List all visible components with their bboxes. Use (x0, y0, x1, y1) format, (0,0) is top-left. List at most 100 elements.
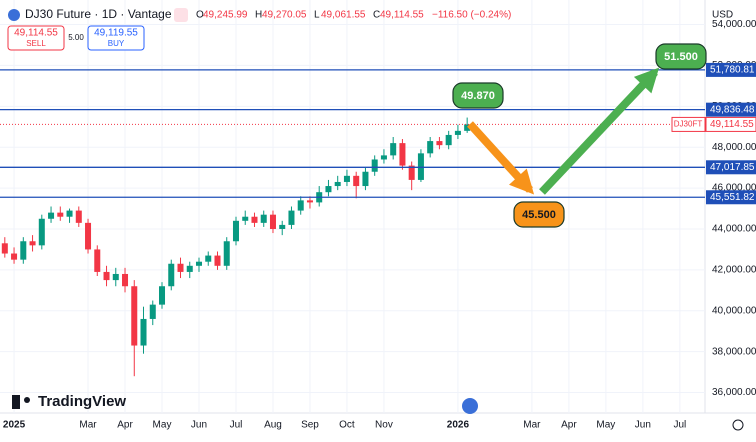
buy-price: 49,119.55 (94, 28, 138, 39)
candle-body (454, 130, 461, 135)
candle-body (417, 153, 424, 180)
x-tick-label: Jun (191, 420, 207, 431)
x-tick-label: Mar (523, 420, 541, 431)
candle-body (380, 155, 387, 160)
flag-icon (8, 9, 20, 21)
logo-mark (24, 397, 30, 403)
annotation-box (452, 82, 504, 109)
candle-body (334, 181, 341, 187)
candle-body (75, 210, 82, 223)
level-label: 49,836.48 (710, 104, 755, 115)
level-label: 45,551.82 (710, 192, 755, 203)
x-tick-label: Aug (264, 420, 282, 431)
forecast-arrow-head (633, 67, 660, 94)
candle-body (85, 222, 92, 250)
currency: USD (712, 10, 733, 21)
candle-body (205, 255, 212, 262)
last-price-label-bg (705, 116, 756, 132)
ohlc-value: 49,245.99 (203, 10, 248, 21)
candle-body (306, 200, 313, 203)
ohlc-value: 49,270.05 (262, 10, 307, 21)
x-tick-label: 2026 (447, 420, 470, 431)
x-tick-label: Nov (375, 420, 393, 431)
x-tick-label: Mar (79, 420, 97, 431)
candle-body (38, 218, 45, 246)
forecast-arrow (539, 69, 658, 195)
y-tick-label: 44,000.00 (712, 224, 756, 235)
ohlc-value: 49,061.55 (321, 10, 366, 21)
alert-icon[interactable] (174, 8, 188, 22)
y-tick-label: 36,000.00 (712, 387, 756, 398)
overlay: DJ30 Future · 1D · Vantage 49,114.55 SEL… (7, 7, 756, 431)
ohlc-label: L (314, 10, 320, 21)
last-price-tag: DJ30FT (674, 120, 703, 129)
x-tick-label: Jul (230, 420, 243, 431)
candle-body (1, 243, 8, 254)
buy-label: BUY (108, 39, 125, 48)
sell-button[interactable] (7, 25, 65, 51)
y-tick-label: 48,000.00 (712, 142, 756, 153)
candle-body (140, 318, 147, 346)
candle-body (122, 273, 129, 287)
x-tick-label: Jul (673, 420, 686, 431)
candle-body (427, 141, 434, 154)
candle-body (112, 273, 119, 281)
candle-body (103, 271, 110, 281)
candle-body (362, 171, 369, 187)
candle-body (232, 220, 239, 242)
candle-body (94, 249, 101, 272)
brand: TradingView (38, 393, 126, 410)
sell-label: SELL (26, 39, 46, 48)
annotation-text: 45.500 (522, 209, 556, 221)
annotation-text: 49.870 (461, 90, 495, 102)
candle-body (436, 141, 443, 146)
x-tick-label: Oct (339, 420, 355, 431)
level-label-bg (706, 62, 756, 77)
candle-body (131, 286, 138, 346)
ohlc-label: O (196, 10, 204, 21)
annotation-box (655, 43, 707, 70)
level-label-bg (706, 190, 756, 205)
y-tick-label: 42,000.00 (712, 265, 756, 276)
candle-body (159, 286, 166, 305)
candle-body (464, 124, 471, 131)
level-label: 47,017.85 (710, 162, 755, 173)
candle-body (66, 210, 73, 217)
candle-body (343, 175, 350, 182)
candle-body (149, 304, 156, 319)
x-tick-label: 2025 (3, 420, 26, 431)
level-label-bg (706, 102, 756, 117)
ohlc-label: H (255, 10, 262, 21)
ohlc-label: C (373, 10, 380, 21)
sell-price: 49,114.55 (14, 28, 58, 39)
change: −116.50 (−0.24%) (432, 10, 511, 21)
x-tick-label: Apr (117, 420, 133, 431)
y-tick-label: 54,000.00 (712, 19, 756, 30)
candle-body (214, 255, 221, 266)
forecast-arrow-head (509, 168, 535, 195)
candle-body (288, 210, 295, 225)
settings-icon[interactable] (732, 419, 744, 431)
x-tick-label: Apr (561, 420, 577, 431)
logo-mark (12, 395, 20, 409)
candle-body (251, 216, 258, 223)
annotation-box (513, 201, 565, 228)
x-tick-label: May (596, 420, 615, 431)
last-price-label: 49,114.55 (710, 119, 754, 130)
y-tick-label: 40,000.00 (712, 305, 756, 316)
candle-body (260, 214, 267, 223)
candle-body (371, 159, 378, 172)
buy-button[interactable] (87, 25, 145, 51)
level-label-bg (706, 160, 756, 175)
candle-body (269, 214, 276, 229)
candle-body (353, 175, 360, 187)
candle-body (223, 241, 230, 266)
candle-body (325, 186, 332, 193)
candle-body (297, 200, 304, 211)
candle-body (195, 261, 203, 266)
event-flag[interactable] (462, 398, 478, 414)
y-tick-label: 38,000.00 (712, 346, 756, 357)
level-label: 51,780.81 (710, 65, 755, 76)
